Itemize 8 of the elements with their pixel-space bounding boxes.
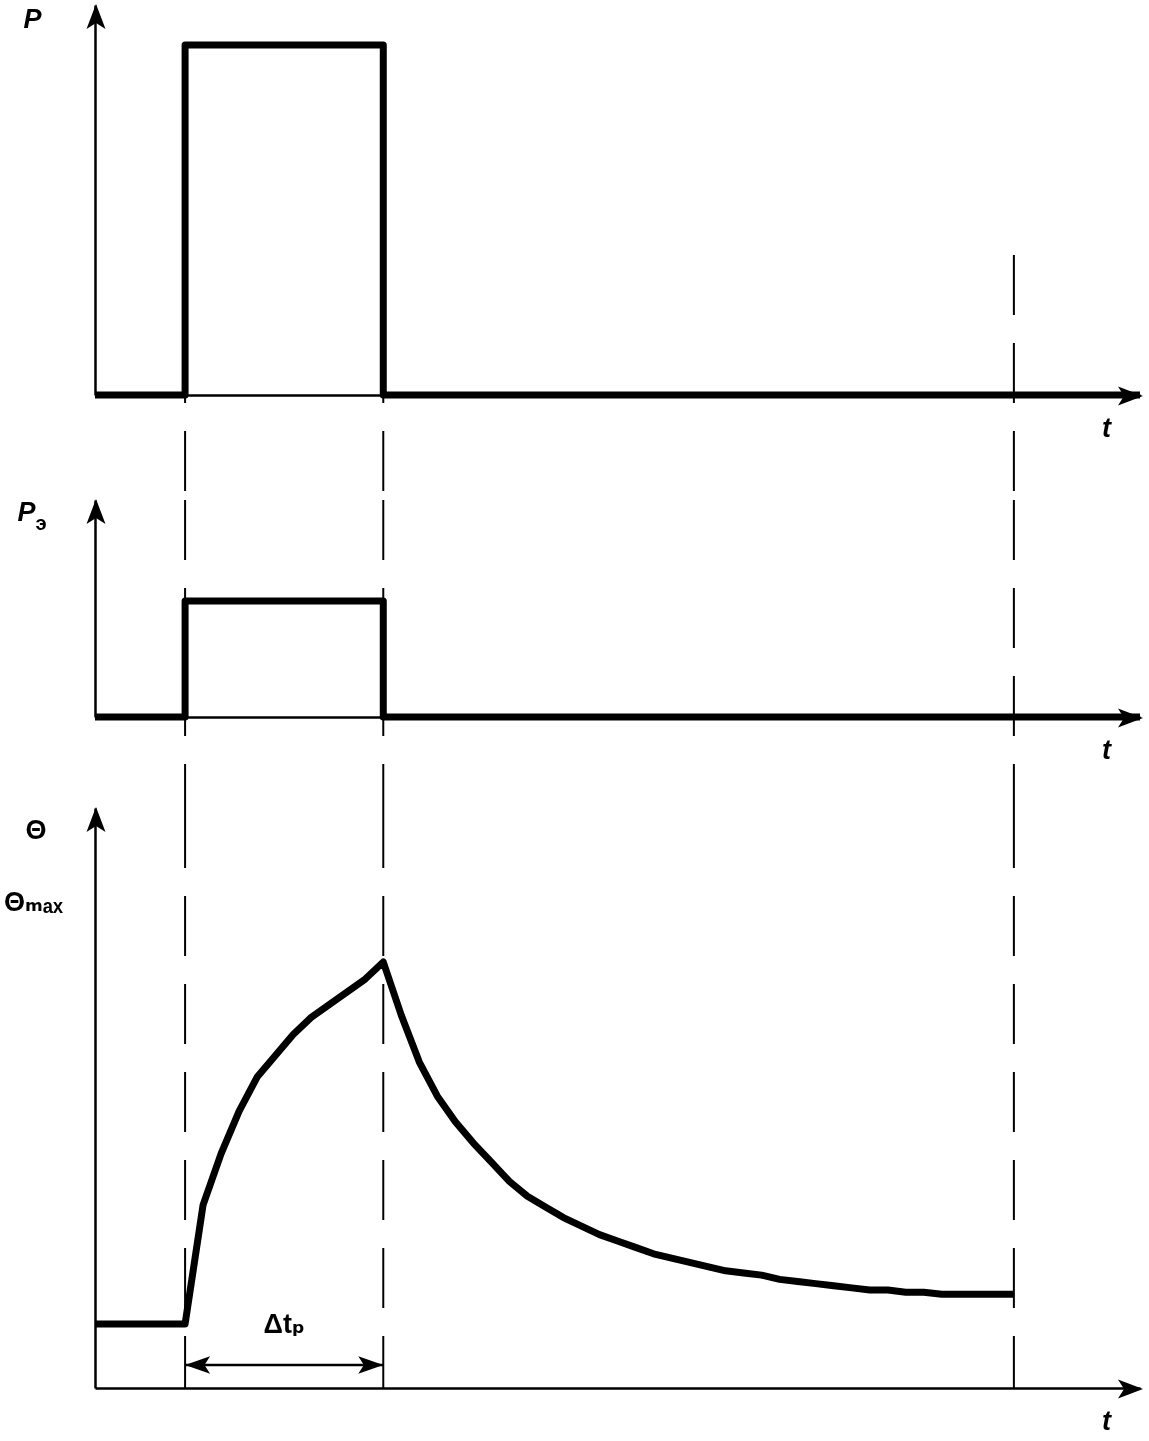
x-axis-title: t bbox=[1102, 412, 1112, 443]
annotation: Δtₚ bbox=[263, 1309, 305, 1339]
y-axis-title: P bbox=[23, 3, 43, 34]
y-axis-title: Θ bbox=[25, 814, 47, 845]
x-axis-title: t bbox=[1102, 1405, 1112, 1436]
text: Θₘₐₓ bbox=[4, 887, 64, 917]
y-axis-title: P$_{э}$ bbox=[17, 496, 47, 534]
x-axis-title: t bbox=[1102, 734, 1112, 765]
